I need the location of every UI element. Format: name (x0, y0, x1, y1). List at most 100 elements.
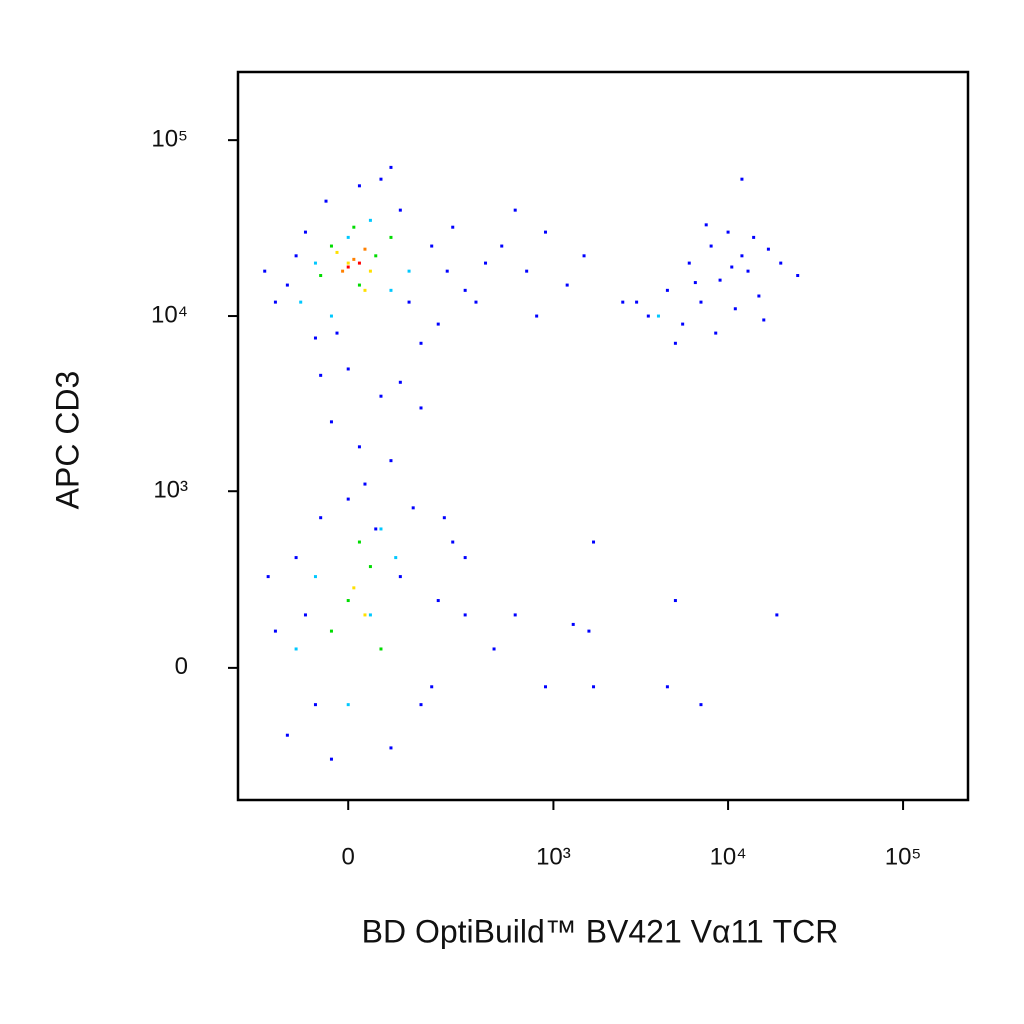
point (357, 445, 361, 449)
point (513, 208, 517, 212)
point (646, 314, 650, 318)
point (368, 218, 372, 222)
point (796, 274, 800, 278)
point (363, 613, 367, 617)
point (319, 274, 323, 278)
point (263, 269, 267, 273)
point (329, 244, 333, 248)
point (374, 254, 378, 258)
x-tick-label: 10³ (536, 843, 571, 870)
point (303, 613, 307, 617)
point (571, 622, 575, 626)
point (285, 733, 289, 737)
point (389, 746, 393, 750)
point (389, 165, 393, 169)
point (766, 247, 770, 251)
y-tick-label: 0 (175, 653, 188, 680)
point (299, 300, 303, 304)
point (757, 294, 761, 298)
point (389, 235, 393, 239)
point (718, 278, 722, 282)
point (335, 250, 339, 254)
point (346, 235, 350, 239)
point (500, 244, 504, 248)
point (752, 235, 756, 239)
point (762, 318, 766, 322)
point (368, 565, 372, 569)
point (379, 527, 383, 531)
point (419, 703, 423, 707)
point (665, 685, 669, 689)
point (379, 647, 383, 651)
point (451, 225, 455, 229)
point (730, 265, 734, 269)
point (313, 575, 317, 579)
point (273, 300, 277, 304)
point (329, 757, 333, 761)
point (368, 269, 372, 273)
point (389, 288, 393, 292)
point (665, 288, 669, 292)
point (313, 261, 317, 265)
point (266, 575, 270, 579)
point (313, 336, 317, 340)
point (398, 380, 402, 384)
point (411, 506, 415, 510)
point (273, 629, 277, 633)
point (513, 613, 517, 617)
point (357, 184, 361, 188)
point (319, 516, 323, 520)
point (436, 322, 440, 326)
point (294, 647, 298, 651)
point (699, 703, 703, 707)
point (357, 283, 361, 287)
point (775, 613, 779, 617)
point (451, 540, 455, 544)
point (352, 586, 356, 590)
point (285, 283, 289, 287)
y-tick-label: 10⁵ (151, 125, 188, 152)
point (463, 613, 467, 617)
point (363, 288, 367, 292)
point (407, 300, 411, 304)
point (419, 406, 423, 410)
point (329, 314, 333, 318)
point (352, 257, 356, 261)
point (313, 703, 317, 707)
point (621, 300, 625, 304)
point (324, 199, 328, 203)
point (346, 265, 350, 269)
point (407, 269, 411, 273)
point (442, 516, 446, 520)
point (363, 482, 367, 486)
point (294, 556, 298, 560)
point (303, 230, 307, 234)
point (535, 314, 539, 318)
plot-frame (236, 70, 970, 802)
x-axis-title: BD OptiBuild™ BV421 Vα11 TCR (362, 913, 839, 949)
point (673, 341, 677, 345)
points (263, 165, 800, 761)
point (740, 254, 744, 258)
point (543, 230, 547, 234)
point (709, 244, 713, 248)
point (704, 223, 708, 227)
point (582, 254, 586, 258)
x-tick-label: 0 (342, 843, 355, 870)
point (592, 685, 596, 689)
point (329, 420, 333, 424)
point (398, 575, 402, 579)
point (352, 225, 356, 229)
point (346, 497, 350, 501)
point (699, 300, 703, 304)
point (357, 540, 361, 544)
point (681, 322, 685, 326)
point (319, 373, 323, 377)
point (492, 647, 496, 651)
point (474, 300, 478, 304)
point (341, 269, 345, 273)
point (335, 331, 339, 335)
point (592, 540, 596, 544)
point (294, 254, 298, 258)
point (445, 269, 449, 273)
